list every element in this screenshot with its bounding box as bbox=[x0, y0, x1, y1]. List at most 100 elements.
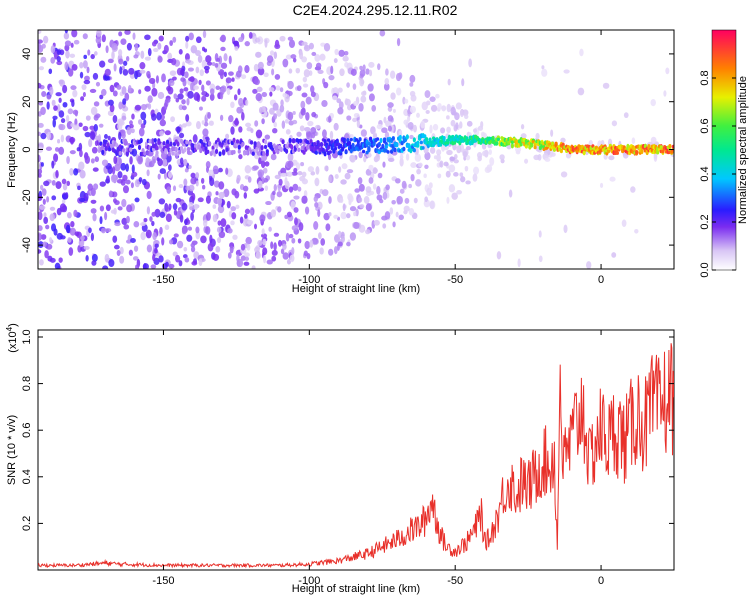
heatmap-ridge-cell bbox=[309, 139, 313, 144]
heatmap-cell bbox=[121, 217, 128, 226]
heatmap-ridge-cell bbox=[349, 137, 353, 142]
heatmap-cell bbox=[119, 255, 125, 264]
heatmap-ridge-cell bbox=[235, 139, 240, 144]
heatmap-cell bbox=[274, 174, 281, 180]
heatmap-cell bbox=[305, 96, 312, 105]
heatmap-cell bbox=[361, 91, 367, 96]
heatmap-cell bbox=[305, 112, 310, 121]
heatmap-cell bbox=[58, 97, 62, 103]
heatmap-cell bbox=[40, 132, 47, 140]
heatmap-cell bbox=[134, 42, 139, 52]
heatmap-cell bbox=[172, 185, 177, 192]
heatmap-cell bbox=[377, 172, 383, 179]
heatmap-cell bbox=[333, 58, 338, 64]
heatmap-ridge-cell bbox=[185, 140, 189, 145]
heatmap-cell bbox=[215, 85, 221, 90]
heatmap-cell bbox=[244, 164, 252, 174]
heatmap-ridge-cell bbox=[314, 150, 318, 155]
heatmap-ridge-cell bbox=[319, 141, 324, 148]
heatmap-cell bbox=[340, 179, 347, 185]
colorbar-tick-label: 0.4 bbox=[699, 166, 711, 181]
heatmap-ylabel: Frequency (Hz) bbox=[6, 112, 18, 188]
heatmap-ridge-cell bbox=[298, 138, 303, 144]
heatmap-cell bbox=[346, 82, 350, 88]
heatmap-cell bbox=[371, 104, 377, 112]
heatmap-cell bbox=[317, 69, 324, 74]
heatmap-cell bbox=[168, 79, 175, 87]
heatmap-cell bbox=[252, 88, 258, 94]
heatmap-cell bbox=[365, 229, 371, 235]
heatmap-cell bbox=[323, 212, 330, 221]
heatmap-cell bbox=[448, 184, 456, 193]
heatmap-cell bbox=[105, 204, 111, 212]
heatmap-cell bbox=[106, 175, 110, 184]
heatmap-cell bbox=[305, 130, 312, 137]
heatmap-ridge-cell bbox=[216, 137, 220, 143]
heatmap-cell bbox=[143, 119, 147, 126]
heatmap-ridge-cell bbox=[379, 137, 383, 144]
heatmap-cell bbox=[368, 69, 373, 77]
heatmap-cell bbox=[579, 48, 584, 57]
heatmap-xtick-label: -150 bbox=[152, 274, 174, 286]
heatmap-cell bbox=[183, 246, 188, 252]
heatmap-cell bbox=[168, 263, 175, 269]
heatmap-cell bbox=[109, 84, 115, 93]
heatmap-cell bbox=[233, 94, 238, 101]
heatmap-xtick-label: 0 bbox=[598, 274, 604, 286]
heatmap-cell bbox=[246, 244, 251, 251]
heatmap-ridge-cell bbox=[291, 138, 296, 144]
heatmap-cell bbox=[191, 260, 198, 266]
heatmap-cell bbox=[53, 153, 59, 163]
heatmap-cell bbox=[299, 125, 305, 132]
heatmap-ridge-cell bbox=[256, 141, 261, 147]
heatmap-ytick-label: 20 bbox=[21, 96, 33, 108]
heatmap-cell bbox=[48, 68, 53, 75]
heatmap-cell bbox=[260, 233, 268, 239]
heatmap-cell bbox=[164, 224, 170, 231]
heatmap-cell bbox=[172, 76, 177, 81]
heatmap-cell bbox=[55, 170, 59, 179]
heatmap-ridge-cell bbox=[640, 148, 644, 155]
heatmap-cell bbox=[292, 110, 296, 115]
heatmap-cell bbox=[287, 80, 294, 90]
heatmap-cell bbox=[71, 30, 78, 38]
heatmap-cell bbox=[198, 79, 202, 86]
heatmap-cell bbox=[240, 243, 246, 251]
heatmap-cell bbox=[178, 49, 183, 55]
line-chart-axes: -150 -100 -50 0 0.2 0.4 0.6 0.8 1.0 bbox=[21, 329, 674, 587]
heatmap-cell bbox=[218, 231, 226, 239]
heatmap-cell bbox=[131, 171, 138, 177]
heatmap-cell bbox=[151, 138, 155, 145]
heatmap-cell bbox=[408, 208, 415, 216]
heatmap-cell bbox=[266, 259, 273, 265]
line-xlabel: Height of straight line (km) bbox=[292, 583, 420, 595]
heatmap-cell bbox=[135, 264, 140, 269]
heatmap-cell bbox=[129, 156, 133, 165]
heatmap-cell bbox=[93, 124, 98, 132]
heatmap-ridge-cell bbox=[393, 147, 397, 153]
heatmap-cell bbox=[382, 191, 388, 200]
heatmap-cell bbox=[195, 226, 200, 234]
heatmap-ridge-cell bbox=[559, 148, 563, 154]
heatmap-cell bbox=[459, 172, 464, 177]
heatmap-cell bbox=[112, 235, 118, 243]
line-y-multiplier: (x104) bbox=[5, 323, 19, 353]
heatmap-cell bbox=[51, 223, 57, 232]
heatmap-ridge-cell bbox=[356, 142, 360, 147]
heatmap-cell bbox=[436, 153, 441, 162]
heatmap-cell bbox=[202, 219, 208, 227]
heatmap-cell bbox=[58, 146, 65, 155]
heatmap-cell bbox=[277, 206, 282, 213]
heatmap-cell bbox=[111, 166, 116, 175]
heatmap-cell bbox=[285, 232, 290, 242]
heatmap-ridge-cell bbox=[204, 146, 208, 151]
heatmap-cell bbox=[151, 41, 157, 47]
heatmap-cell bbox=[220, 62, 228, 69]
heatmap-ridge-cell bbox=[382, 137, 387, 141]
heatmap-cell bbox=[78, 161, 85, 171]
heatmap-cell bbox=[126, 42, 132, 51]
heatmap-cell bbox=[338, 166, 342, 173]
heatmap-cell bbox=[338, 230, 342, 238]
heatmap-cell bbox=[45, 224, 50, 230]
heatmap-cell bbox=[336, 98, 342, 104]
